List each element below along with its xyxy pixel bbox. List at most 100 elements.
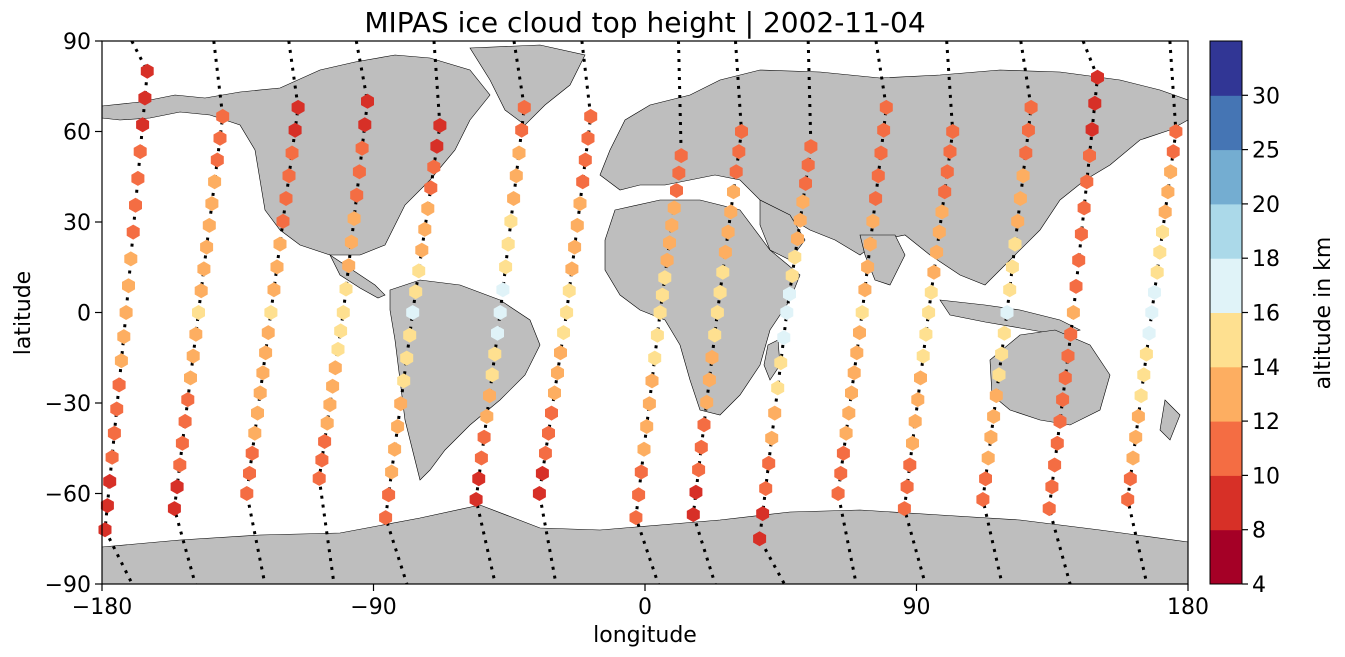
cloud-top-point: [785, 268, 799, 284]
cloud-top-point: [672, 165, 686, 181]
cloud-top-point: [694, 439, 708, 455]
orbit-track: [172, 40, 225, 585]
cloud-top-point: [117, 329, 131, 345]
cloud-top-point: [352, 164, 366, 180]
y-tick-label: 0: [77, 302, 91, 327]
cloud-top-point: [578, 152, 592, 168]
cloud-top-point: [989, 388, 1003, 404]
cloud-top-point: [847, 365, 861, 381]
cloud-top-point: [940, 164, 954, 180]
cloud-top-point: [930, 244, 944, 260]
cloud-top-point: [932, 224, 946, 240]
cloud-top-point: [914, 370, 927, 386]
cloud-top-point: [660, 252, 674, 268]
cloud-top-point: [637, 441, 651, 457]
chart-title: MIPAS ice cloud top height | 2002-11-04: [364, 6, 925, 39]
cloud-top-point: [270, 259, 284, 275]
cloud-top-point: [759, 481, 773, 496]
cloud-top-point: [412, 263, 426, 279]
cloud-top-point: [648, 350, 662, 366]
cloud-top-point: [385, 464, 399, 480]
cloud-top-point: [702, 372, 716, 388]
cloud-top-point: [642, 396, 656, 412]
cloud-top-point: [995, 346, 1009, 362]
cloud-top-point: [1077, 200, 1091, 216]
cloud-top-point: [388, 441, 402, 457]
cloud-top-point: [515, 122, 529, 138]
cloud-top-point: [107, 425, 121, 441]
cloud-top-point: [632, 487, 646, 503]
cloud-top-point: [181, 392, 195, 408]
cloud-top-point: [175, 435, 189, 451]
cloud-top-point: [1156, 224, 1169, 240]
cloud-top-point: [979, 471, 992, 487]
cloud-top-point: [261, 325, 275, 341]
cloud-top-point: [997, 325, 1011, 341]
cloud-top-point: [667, 200, 681, 216]
eurasia: [599, 69, 1189, 286]
cloud-top-point: [394, 396, 408, 412]
cloud-top-point: [799, 176, 812, 191]
cloud-top-point: [208, 174, 222, 190]
colorbar-segment: [1210, 95, 1242, 151]
cloud-top-point: [1142, 325, 1156, 341]
cloud-top-point: [1016, 168, 1030, 184]
cloud-top-point: [350, 187, 364, 203]
cloud-top-point: [645, 373, 659, 389]
x-tick-label: 180: [1167, 595, 1209, 620]
cloud-top-point: [700, 394, 714, 410]
cloud-top-point: [1042, 501, 1056, 517]
cloud-top-point: [866, 213, 880, 229]
colorbar-tick-label: 18: [1252, 247, 1280, 272]
cloud-top-point: [496, 282, 510, 298]
cloud-top-point: [573, 196, 587, 212]
cloud-top-point: [777, 330, 791, 346]
cloud-top-point: [568, 239, 582, 255]
cloud-top-point: [554, 345, 567, 361]
cloud-top-point: [877, 122, 891, 138]
cloud-top-point: [756, 506, 770, 522]
cloud-top-point: [100, 498, 114, 514]
cloud-top-point: [253, 385, 267, 401]
cloud-top-point: [1158, 204, 1172, 220]
cloud-top-point: [897, 501, 911, 517]
cloud-top-point: [1050, 435, 1064, 451]
cloud-top-point: [122, 278, 135, 294]
cloud-top-point: [1123, 471, 1137, 487]
cloud-top-point: [665, 217, 679, 233]
new-zealand: [1159, 399, 1181, 441]
cloud-top-point: [1022, 122, 1035, 138]
cloud-top-point: [783, 286, 796, 302]
cloud-top-point: [650, 327, 664, 343]
cloud-top-point: [900, 479, 914, 495]
cloud-top-point: [1164, 164, 1178, 180]
cloud-top-point: [194, 283, 208, 299]
cloud-top-point: [400, 350, 414, 366]
cloud-top-point: [861, 259, 875, 275]
australia: [989, 329, 1111, 426]
cloud-top-point: [762, 455, 776, 471]
cloud-top-point: [1053, 413, 1067, 429]
cloud-top-point: [1074, 226, 1088, 242]
cloud-top-point: [112, 377, 126, 393]
cloud-top-point: [1145, 305, 1159, 320]
cloud-top-point: [1083, 148, 1096, 164]
cloud-top-point: [670, 183, 683, 198]
cloud-top-point: [855, 305, 869, 320]
cloud-top-point: [774, 355, 788, 371]
cloud-top-point: [197, 261, 211, 277]
cloud-top-point: [259, 345, 273, 361]
cloud-top-point: [545, 405, 558, 421]
cloud-top-point: [243, 465, 256, 481]
cloud-top-point: [976, 492, 990, 507]
cloud-top-point: [1064, 326, 1078, 342]
cloud-top-point: [285, 145, 299, 161]
cloud-top-point: [323, 397, 337, 413]
cloud-top-point: [509, 168, 523, 184]
orbit-track: [103, 40, 149, 585]
cloud-top-point: [908, 413, 922, 429]
cloud-top-point: [1126, 450, 1140, 466]
plot-area: [98, 40, 1189, 585]
orbit-track: [902, 40, 955, 585]
orbit-track: [245, 40, 300, 585]
